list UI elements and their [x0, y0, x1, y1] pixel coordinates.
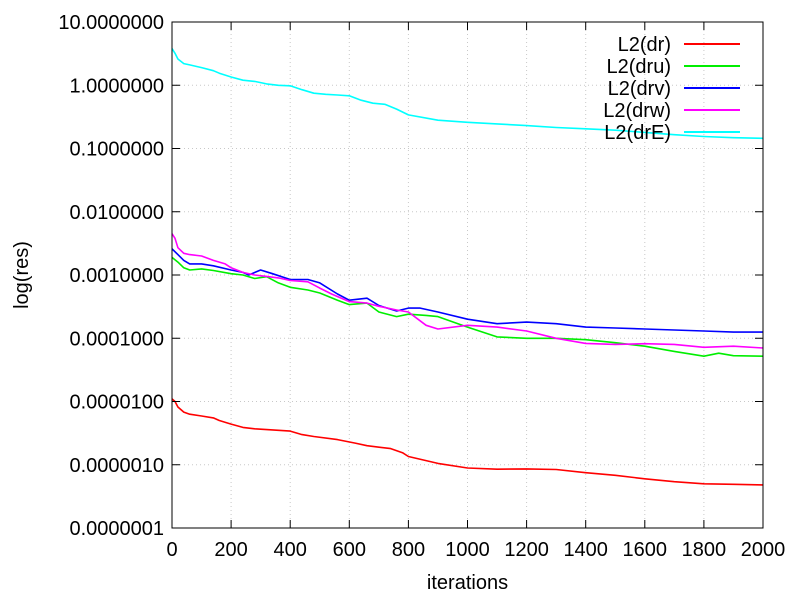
x-tick-label: 1400 [563, 539, 608, 561]
x-tick-label: 1200 [504, 539, 549, 561]
legend-label: L2(drE) [604, 122, 671, 144]
y-tick-label: 0.0010000 [69, 265, 164, 287]
series-line [171, 248, 763, 333]
y-tick-label: 0.1000000 [69, 139, 164, 161]
y-tick-label: 0.0000100 [69, 392, 164, 414]
y-tick-label: 1.0000000 [69, 75, 164, 97]
y-tick-label: 0.0000010 [69, 455, 164, 477]
y-tick-label: 0.0000001 [69, 518, 164, 540]
x-tick-label: 400 [274, 539, 307, 561]
x-tick-label: 1600 [623, 539, 668, 561]
series-line [171, 48, 764, 140]
y-axis-label: log(res) [11, 241, 33, 309]
y-tick-label: 0.0100000 [69, 202, 164, 224]
series-line [171, 398, 764, 486]
x-tick-label: 1000 [445, 539, 490, 561]
series-line [171, 233, 764, 349]
x-axis-label: iterations [427, 572, 508, 594]
y-tick-label: 0.0001000 [69, 328, 164, 350]
legend-label: L2(drw) [603, 100, 671, 122]
x-tick-label: 1800 [682, 539, 727, 561]
legend-label: L2(drv) [608, 78, 671, 100]
legend-label: L2(dr) [618, 34, 671, 56]
x-tick-label: 2000 [741, 539, 786, 561]
x-tick-label: 600 [333, 539, 366, 561]
axis-ticks: 0 200 400 600 800 1000 1200 1400 1600 1800 2000 10.… [58, 12, 785, 561]
grid [172, 22, 763, 528]
legend: L2(dr)L2(dru)L2(drv)L2(drw)L2(drE) [603, 34, 740, 144]
series-lines [171, 48, 764, 486]
x-tick-label: 200 [214, 539, 247, 561]
x-tick-label: 800 [392, 539, 425, 561]
y-tick-label: 10.0000000 [58, 12, 164, 34]
x-tick-label: 0 [166, 539, 177, 561]
legend-label: L2(dru) [607, 56, 671, 78]
